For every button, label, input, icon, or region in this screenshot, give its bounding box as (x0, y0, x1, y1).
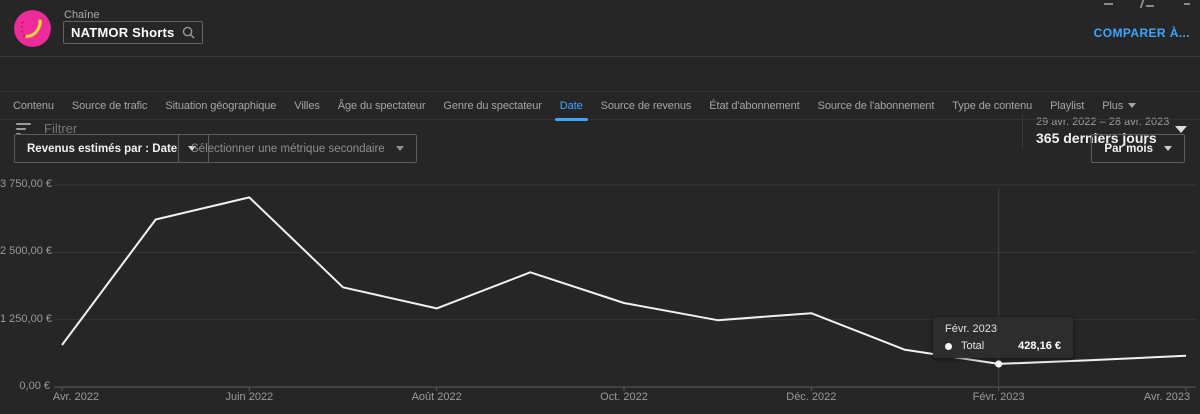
compare-to-link[interactable]: COMPARER À... (1093, 26, 1190, 40)
metric-dropdown[interactable]: Revenus estimés par : Date (14, 134, 210, 163)
tooltip-value: 428,16 € (1018, 340, 1061, 352)
tab-label: Plus (1102, 99, 1124, 112)
tab-situation-geographique[interactable]: Situation géographique (165, 92, 276, 120)
tabs: Contenu Source de trafic Situation géograp… (0, 92, 1200, 121)
tab-label: Playlist (1050, 99, 1085, 112)
metric-dropdown-label: Revenus estimés par : Date (27, 142, 178, 155)
tooltip-title: Févr. 2023 (945, 323, 997, 335)
tab-label: État d'abonnement (709, 99, 800, 112)
tab-playlist[interactable]: Playlist (1050, 92, 1084, 120)
channel-name: NATMOR Shorts (71, 25, 175, 40)
x-axis-tick-label: Avr. 2022 (52, 391, 100, 403)
chevron-down-icon[interactable] (1175, 126, 1187, 133)
secondary-metric-dropdown[interactable]: Sélectionner une métrique secondaire (178, 134, 417, 163)
tab-label: Contenu (13, 99, 54, 112)
x-axis-tick-label: Oct. 2022 (600, 391, 648, 403)
y-axis-tick-label: 0,00 € (19, 380, 50, 392)
granularity-dropdown[interactable]: Par mois (1091, 134, 1185, 163)
tab-source-de-trafic[interactable]: Source de trafic (71, 92, 148, 120)
tab-source-de-revenus[interactable]: Source de revenus (601, 92, 692, 120)
tab-label: Genre du spectateur (443, 99, 542, 112)
search-icon (183, 26, 196, 39)
chevron-down-icon (1128, 103, 1137, 108)
channel-avatar[interactable] (14, 10, 51, 47)
tooltip-row: Total 428,16 € (945, 340, 1061, 352)
channel-label: Chaîne (64, 9, 100, 21)
chevron-down-icon (188, 146, 197, 151)
tab-etat-d-abonnement[interactable]: État d'abonnement (709, 92, 799, 120)
tab-label: Âge du spectateur (337, 99, 426, 112)
tab-label: Date (559, 99, 583, 112)
x-axis-tick-label: Juin 2022 (225, 391, 274, 403)
tab-villes[interactable]: Villes (294, 92, 320, 120)
tab-label: Type de contenu (952, 99, 1033, 112)
x-axis-tick-label: Févr. 2023 (972, 391, 1025, 403)
cropped-feedback-icon (1139, 0, 1145, 8)
tab-label: Source de revenus (600, 99, 692, 112)
filter-bar: Filtrer 29 avr. 2022 – 28 avr. 2023 365 … (0, 57, 1200, 149)
channel-search-box[interactable]: NATMOR Shorts (63, 21, 204, 44)
y-axis-tick-label: 1 250,00 € (0, 312, 52, 325)
tab-label: Source de trafic (71, 99, 148, 112)
cropped-feedback-icon (1146, 5, 1154, 7)
x-axis-tick-label: Déc. 2022 (786, 391, 837, 403)
filter-input[interactable]: Filtrer (44, 121, 78, 136)
granularity-label: Par mois (1104, 142, 1153, 155)
tab-label: Source de l'abonnement (817, 99, 935, 112)
chart-tooltip: Févr. 2023 Total 428,16 € (933, 317, 1073, 358)
cropped-toolbar-icon (1104, 3, 1113, 5)
tab-genre-du-spectateur[interactable]: Genre du spectateur (443, 92, 541, 120)
tooltip-series-label: Total (961, 340, 985, 352)
y-axis-tick-label: 2 500,00 € (0, 245, 52, 258)
tab-date[interactable]: Date (554, 92, 588, 121)
divider (1022, 114, 1023, 149)
tab-label: Situation géographique (165, 99, 277, 112)
total-series-bullet-icon (945, 342, 952, 350)
tab-age-du-spectateur[interactable]: Âge du spectateur (338, 92, 426, 120)
tab-source-de-l-abonnement[interactable]: Source de l'abonnement (818, 92, 935, 120)
secondary-metric-label: Sélectionner une métrique secondaire (191, 142, 385, 155)
x-axis-tick-label: Avr. 2023 (1143, 391, 1191, 403)
x-axis-tick-label: Août 2022 (411, 391, 462, 403)
tab-label: Villes (294, 99, 320, 112)
chevron-down-icon (1164, 146, 1172, 151)
chevron-down-icon (395, 146, 404, 151)
tab-type-de-contenu[interactable]: Type de contenu (952, 92, 1032, 120)
tab-contenu[interactable]: Contenu (13, 92, 54, 120)
cropped-toolbar-icon (1184, 3, 1190, 5)
tab-plus[interactable]: Plus (1102, 92, 1137, 120)
y-axis-tick-label: 3 750,00 € (0, 178, 52, 190)
top-bar: Chaîne NATMOR Shorts COMPARER À... (0, 0, 1200, 57)
avatar-image (14, 10, 51, 47)
